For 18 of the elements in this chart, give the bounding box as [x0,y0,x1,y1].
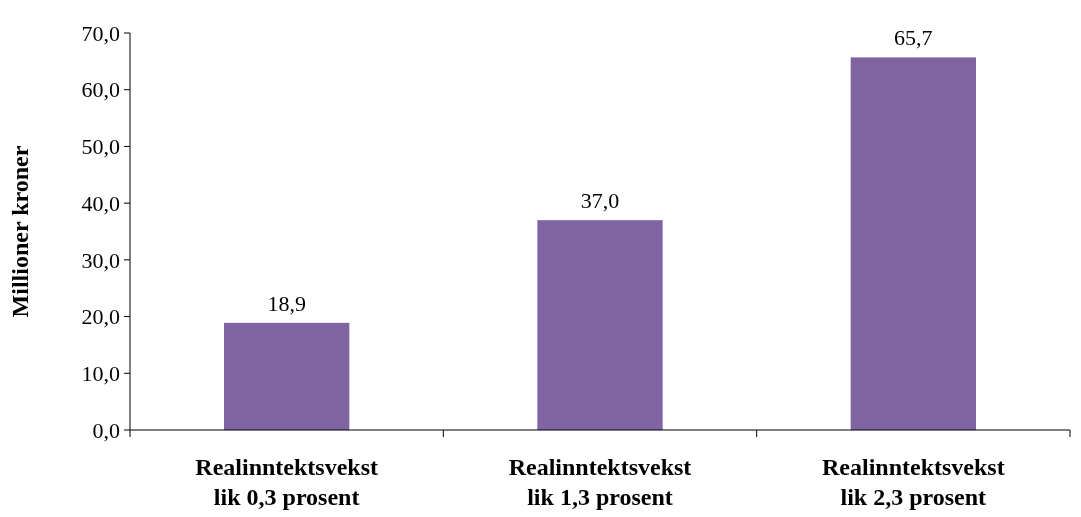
y-tick-label: 0,0 [92,417,120,443]
data-label: 65,7 [894,25,933,51]
y-tick-label: 60,0 [81,77,120,103]
bar [537,220,663,430]
bar [224,322,350,430]
y-tick-label: 10,0 [81,360,120,386]
data-label: 18,9 [267,290,306,316]
x-tick-label: Realinntektsvekst lik 2,3 prosent [822,454,1005,510]
x-tick-label: Realinntektsvekst lik 0,3 prosent [195,454,379,510]
y-axis-title: Millioner kroner [7,145,33,318]
x-tick-label: Realinntektsvekst lik 1,3 prosent [508,454,692,510]
bar [850,57,976,430]
y-tick-label: 40,0 [81,190,120,216]
y-tick-label: 20,0 [81,304,120,330]
y-tick-label: 50,0 [81,134,120,160]
data-label: 37,0 [580,188,620,214]
y-tick-label: 30,0 [81,247,120,273]
y-tick-label: 70,0 [81,20,120,46]
